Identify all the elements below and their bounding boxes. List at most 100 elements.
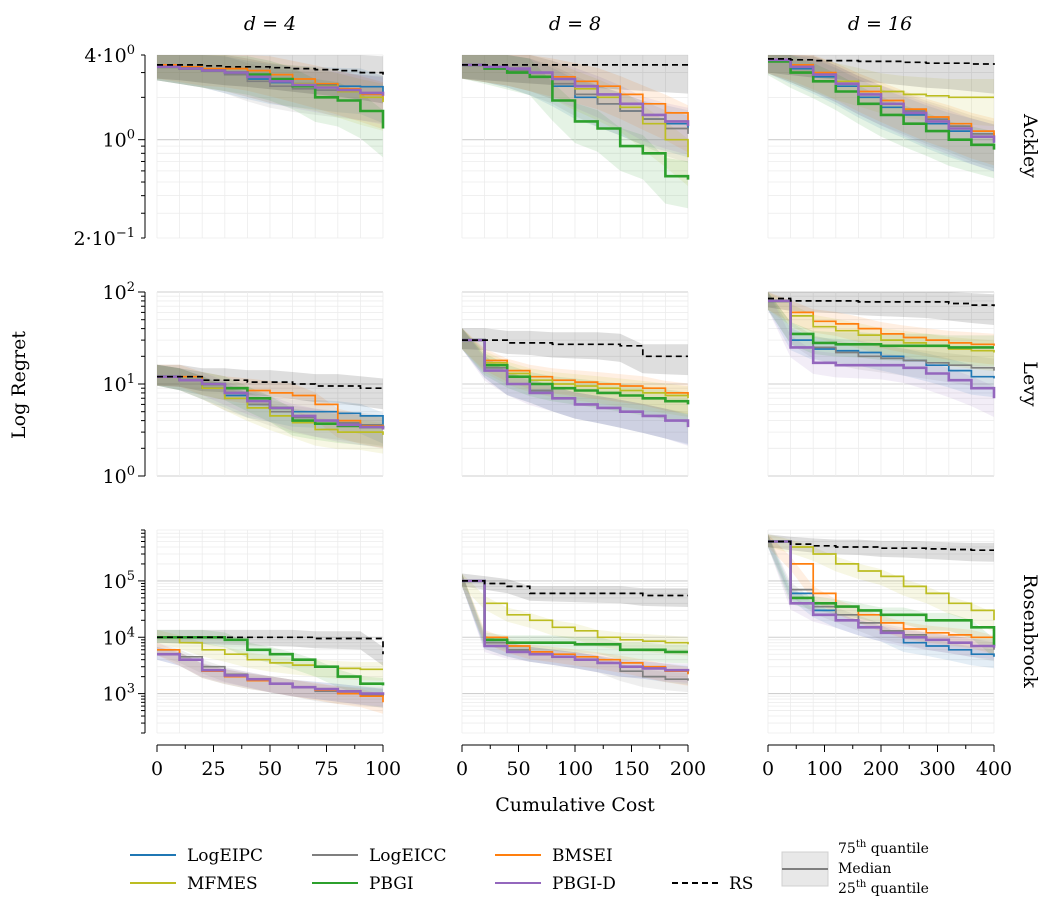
band-pbgi [462, 573, 688, 664]
series-pbgi [768, 540, 996, 646]
band-logeicc [768, 534, 994, 662]
row-label-ackley: Ackley [1019, 113, 1041, 178]
band-pbgi [157, 629, 383, 697]
series-rs [462, 580, 688, 597]
y-tick-label: 105 [103, 569, 135, 593]
x-tick-label: 100 [806, 758, 842, 780]
band-pbgi-d [462, 573, 688, 683]
series-pbgi-d [768, 540, 996, 648]
band-mfmes [768, 534, 994, 632]
band-mfmes [157, 55, 383, 131]
panel-rosenbrock-1: 105 104 103 0 25 50 75 100 [103, 529, 401, 780]
legend-quantile-75: 75th quantile [838, 839, 929, 857]
panel-rosenbrock-3: 0 100 200 300 400 [762, 529, 1012, 780]
series-pbgi-d [462, 579, 690, 672]
y-tick-label: 101 [103, 372, 135, 396]
band-logeipc [462, 328, 688, 445]
y-tick-label: 100 [103, 464, 135, 488]
x-tick-label: 400 [976, 758, 1012, 780]
series-pbgi-d [157, 375, 385, 430]
column-title-1: d = 4 [244, 13, 296, 35]
band-pbgi [462, 328, 688, 424]
x-tick-label: 50 [258, 758, 282, 780]
series-pbgi [157, 636, 385, 686]
band-rs [462, 573, 688, 607]
series-pbgi-d [157, 65, 385, 96]
y-tick-label: 4·100 [84, 43, 135, 67]
x-tick-label: 100 [557, 758, 593, 780]
series-bmsei [768, 540, 995, 643]
series-pbgi-d [768, 299, 996, 399]
series-rs [157, 636, 384, 655]
band-bmsei [462, 573, 688, 686]
legend-label-pbgi-d: PBGI-D [552, 874, 616, 894]
band-logeicc [462, 328, 688, 444]
band-logeipc [157, 646, 383, 708]
x-tick-label: 0 [762, 758, 774, 780]
series-rs [768, 540, 994, 552]
x-tick-label: 25 [201, 758, 225, 780]
band-pbgi [768, 534, 994, 658]
legend-label-pbgi: PBGI [369, 874, 414, 894]
band-rs [768, 292, 994, 325]
column-title-2: d = 8 [549, 13, 601, 35]
series-pbgi [768, 299, 994, 349]
band-pbgi-d [462, 328, 688, 446]
band-mfmes [462, 573, 688, 656]
y-axis-label: Log Regret [8, 331, 30, 439]
band-rs [462, 55, 688, 94]
y-tick-label: 100 [103, 128, 135, 152]
legend-label-mfmes: MFMES [187, 874, 258, 894]
x-tick-label: 0 [456, 758, 468, 780]
band-logeicc [157, 55, 383, 124]
panel-levy-3 [767, 291, 996, 477]
band-pbgi [768, 55, 994, 179]
x-tick-label: 150 [613, 758, 649, 780]
legend-median: Median [838, 861, 891, 877]
series-rs [157, 375, 384, 391]
series-pbgi-d [462, 338, 690, 428]
series-mfmes [462, 580, 689, 645]
series-pbgi [462, 579, 688, 654]
column-titles: d = 4 d = 8 d = 16 [244, 13, 912, 35]
band-pbgi [462, 55, 688, 209]
x-tick-label: 75 [314, 758, 338, 780]
panel-ackley-3 [767, 54, 996, 239]
band-logeipc [462, 573, 688, 685]
x-tick-label: 200 [670, 758, 706, 780]
series-mfmes [768, 300, 995, 353]
band-bmsei [462, 328, 688, 415]
band-pbgi-d [157, 55, 383, 125]
legend-label-bmsei: BMSEI [552, 846, 613, 866]
band-logeicc [462, 573, 688, 693]
panel-ackley-1: 4·100 100 2·10−1 [74, 43, 385, 250]
legend: LogEIPC LogEICC BMSEI MFMES PBGI PBGI-D RS 75th… [130, 839, 929, 897]
legend-label-logeicc: LogEICC [369, 846, 447, 866]
series-pbgi-d [768, 58, 996, 143]
series-pbgi-d [157, 652, 385, 695]
band-pbgi [157, 55, 383, 158]
x-tick-label: 0 [151, 758, 163, 780]
legend-label-logeipc: LogEIPC [187, 846, 263, 866]
legend-label-rs: RS [729, 874, 753, 894]
band-logeipc [157, 55, 383, 124]
x-axis-label: Cumulative Cost [495, 794, 655, 816]
y-tick-label: 103 [103, 682, 135, 706]
series-pbgi [462, 63, 690, 180]
series-rs [768, 297, 995, 307]
band-rs [768, 55, 994, 94]
panel-rosenbrock-2: 0 50 100 150 200 [456, 529, 706, 780]
panel-ackley-2 [461, 54, 690, 239]
band-bmsei [462, 55, 688, 153]
legend-quantile-25: 25th quantile [838, 879, 929, 897]
band-rs [157, 364, 383, 410]
band-mfmes [462, 55, 688, 186]
x-tick-label: 50 [506, 758, 530, 780]
row-labels: Ackley Levy Rosenbrock [1019, 113, 1041, 688]
x-tick-label: 100 [365, 758, 401, 780]
y-tick-label: 2·10−1 [74, 226, 135, 250]
panel-levy-1: 102 101 100 [103, 280, 385, 488]
band-rs [462, 328, 688, 376]
